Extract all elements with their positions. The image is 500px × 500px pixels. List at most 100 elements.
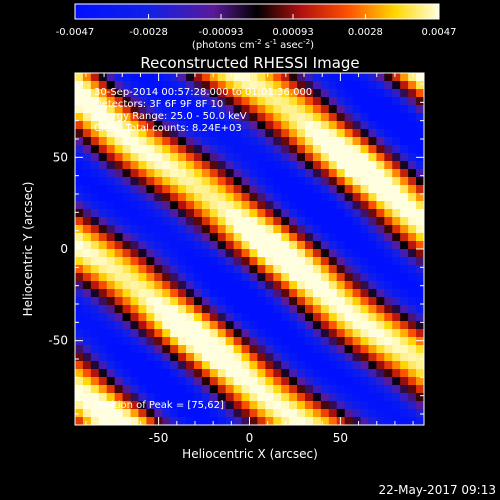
heatmap-cell: [114, 249, 124, 258]
heatmap-cell: [376, 137, 385, 146]
heatmap-cell: [106, 393, 116, 402]
heatmap-cell: [416, 209, 424, 218]
heatmap-cell: [408, 257, 417, 266]
heatmap-cell: [75, 209, 84, 218]
heatmap-cell: [106, 241, 116, 250]
heatmap-cell: [170, 209, 179, 218]
heatmap-cell: [368, 305, 378, 314]
heatmap-cell: [114, 121, 124, 130]
heatmap-cell: [225, 297, 235, 306]
heatmap-cell: [297, 417, 306, 425]
heatmap-cell: [106, 385, 116, 394]
heatmap-cell: [162, 281, 171, 290]
heatmap-cell: [75, 225, 84, 234]
heatmap-cell: [90, 369, 100, 378]
heatmap-cell: [392, 121, 401, 130]
heatmap-cell: [122, 393, 132, 402]
heatmap-cell: [233, 169, 243, 178]
heatmap-cell: [138, 417, 147, 425]
heatmap-cell: [265, 193, 274, 202]
heatmap-cell: [392, 273, 401, 282]
heatmap-cell: [408, 161, 417, 170]
heatmap-cell: [170, 385, 179, 394]
heatmap-cell: [360, 337, 370, 346]
heatmap-cell: [328, 369, 338, 378]
heatmap-cell: [305, 89, 314, 98]
heatmap-cell: [281, 249, 290, 258]
heatmap-cell: [146, 329, 155, 338]
heatmap-cell: [201, 129, 211, 138]
heatmap-cell: [376, 345, 385, 354]
heatmap-cell: [186, 417, 195, 425]
heatmap-cell: [297, 401, 306, 410]
heatmap-cell: [217, 353, 227, 362]
heatmap-image: [75, 73, 424, 425]
heatmap-cell: [328, 297, 338, 306]
heatmap-cell: [241, 265, 251, 274]
heatmap-cell: [201, 113, 211, 122]
heatmap-cell: [265, 225, 274, 234]
heatmap-cell: [130, 121, 140, 130]
heatmap-cell: [392, 289, 401, 298]
heatmap-cell: [209, 273, 219, 282]
heatmap-cell: [130, 353, 140, 362]
heatmap-cell: [98, 169, 108, 178]
heatmap-cell: [114, 345, 124, 354]
heatmap-cell: [233, 393, 243, 402]
heatmap-cell: [384, 201, 393, 210]
heatmap-cell: [328, 305, 338, 314]
heatmap-cell: [154, 233, 163, 242]
heatmap-cell: [138, 281, 147, 290]
heatmap-cell: [336, 105, 346, 114]
heatmap-cell: [217, 393, 227, 402]
heatmap-cell: [178, 345, 187, 354]
heatmap-cell: [265, 201, 274, 210]
heatmap-cell: [122, 81, 132, 90]
heatmap-cell: [98, 417, 108, 425]
heatmap-cell: [352, 233, 362, 242]
heatmap-cell: [305, 417, 314, 425]
heatmap-cell: [408, 393, 417, 402]
heatmap-cell: [193, 281, 203, 290]
heatmap-cell: [201, 241, 211, 250]
heatmap-cell: [400, 353, 409, 362]
heatmap-cell: [273, 169, 282, 178]
heatmap-cell: [154, 177, 163, 186]
heatmap-cell: [384, 113, 393, 122]
heatmap-cell: [368, 273, 378, 282]
heatmap-cell: [241, 113, 251, 122]
heatmap-cell: [106, 297, 116, 306]
heatmap-cell: [328, 169, 338, 178]
heatmap-cell: [186, 113, 195, 122]
heatmap-cell: [106, 153, 116, 162]
heatmap-cell: [209, 241, 219, 250]
heatmap-cell: [344, 89, 354, 98]
heatmap-cell: [344, 281, 354, 290]
heatmap-cell: [138, 89, 147, 98]
heatmap-cell: [400, 145, 409, 154]
heatmap-cell: [186, 273, 195, 282]
heatmap-cell: [201, 337, 211, 346]
heatmap-cell: [249, 193, 259, 202]
heatmap-cell: [289, 97, 298, 106]
heatmap-cell: [217, 313, 227, 322]
heatmap-cell: [281, 121, 290, 130]
heatmap-cell: [114, 145, 124, 154]
heatmap-cell: [162, 81, 171, 90]
heatmap-cell: [225, 161, 235, 170]
heatmap-cell: [408, 113, 417, 122]
heatmap-cell: [122, 297, 132, 306]
heatmap-cell: [392, 361, 401, 370]
heatmap-cell: [257, 97, 266, 106]
heatmap-cell: [416, 393, 424, 402]
heatmap-cell: [90, 185, 100, 194]
heatmap-cell: [130, 265, 140, 274]
heatmap-cell: [336, 97, 346, 106]
heatmap-cell: [273, 385, 282, 394]
heatmap-cell: [146, 113, 155, 122]
heatmap-cell: [90, 97, 100, 106]
heatmap-cell: [305, 297, 314, 306]
heatmap-cell: [328, 177, 338, 186]
heatmap-cell: [352, 153, 362, 162]
heatmap-cell: [273, 249, 282, 258]
